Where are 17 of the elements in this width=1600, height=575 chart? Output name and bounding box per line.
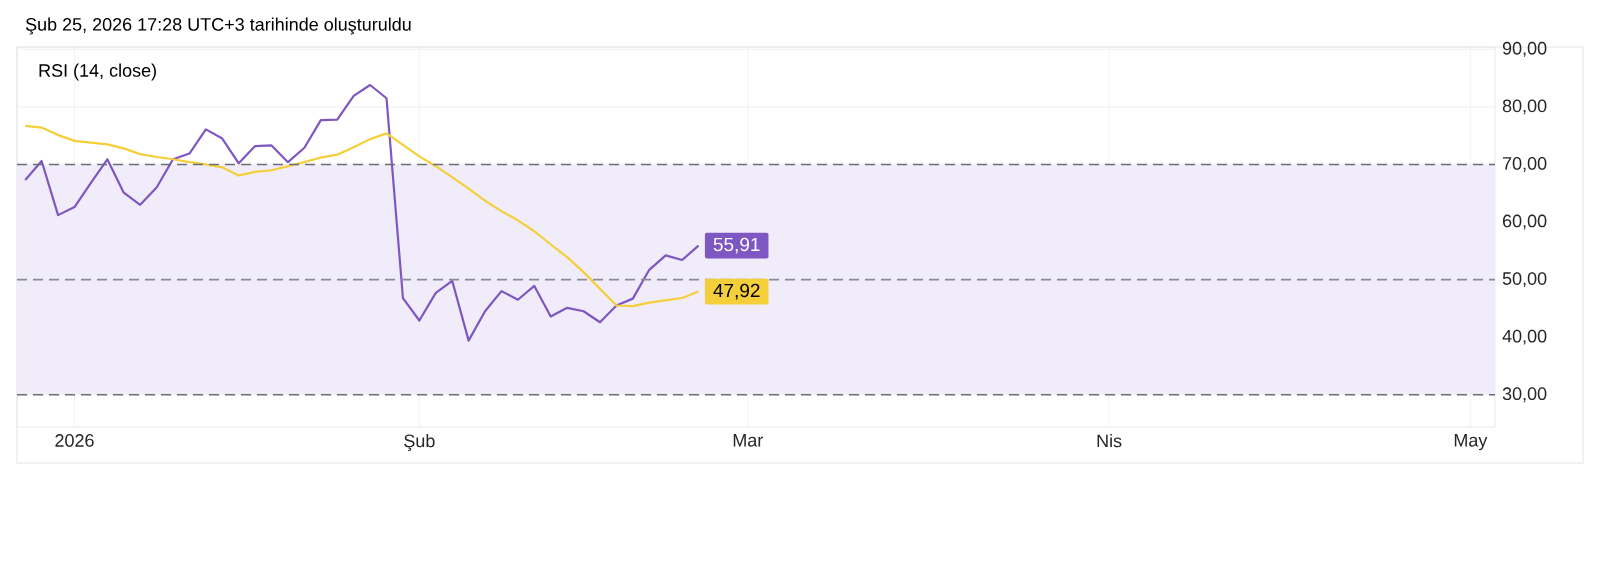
line-series (24, 83, 700, 342)
y-tick-label: 60,00 (1502, 214, 1547, 230)
x-tick-label: Mar (733, 434, 764, 447)
y-tick-label: 80,00 (1502, 99, 1547, 115)
y-tick-label: 90,00 (1502, 41, 1547, 57)
x-tick-label: May (1454, 434, 1488, 451)
y-tick-label: 30,00 (1502, 387, 1547, 403)
y-tick-label: 50,00 (1502, 272, 1547, 288)
y-tick-label: 70,00 (1502, 157, 1547, 172)
data-label: 55,91 (713, 237, 760, 254)
x-tick-label: Nis (1097, 434, 1122, 448)
y-tick-label: 40,00 (1502, 329, 1547, 345)
x-tick-label: Şub (404, 434, 435, 451)
chart-title: Şub 25, 2026 17:28 UTC+3 tarihinde oluşturuldu (25, 17, 411, 35)
text: RSI (14, close) (39, 63, 156, 81)
data-label: 47,92 (713, 283, 760, 300)
x-tick-label: 2026 (55, 434, 94, 447)
